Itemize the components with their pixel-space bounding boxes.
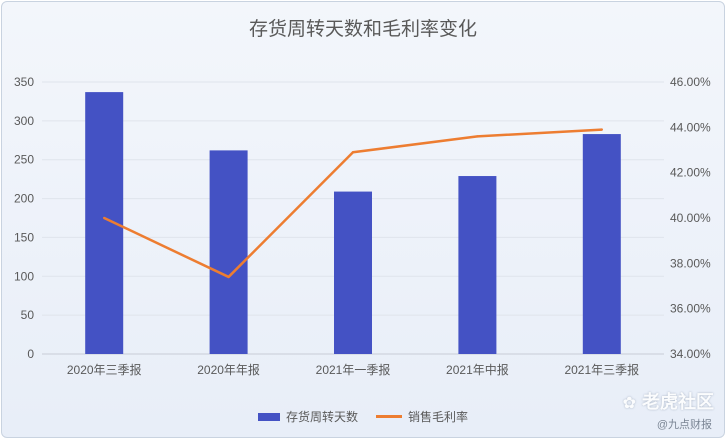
x-tick-label: 2020年年报 (197, 362, 260, 377)
x-tick-label: 2020年三季报 (67, 362, 142, 377)
x-tick-label: 2021年一季报 (316, 362, 391, 377)
bar (209, 150, 248, 354)
y-left-tick-label: 100 (14, 269, 34, 283)
y-right-tick-label: 44.00% (670, 120, 711, 134)
y-left-tick-label: 250 (14, 153, 34, 167)
y-left-tick-label: 200 (14, 192, 34, 206)
legend-item-bar[interactable]: 存货周转天数 (257, 408, 358, 425)
y-left-tick-label: 300 (14, 114, 34, 128)
legend-line-swatch (376, 415, 402, 418)
legend-item-line[interactable]: 销售毛利率 (376, 408, 468, 425)
x-tick-label: 2021年中报 (446, 362, 509, 377)
legend-bar-swatch (257, 412, 280, 421)
y-right-tick-label: 36.00% (670, 302, 711, 316)
legend-bar-label: 存货周转天数 (285, 410, 358, 424)
bar (458, 176, 497, 354)
y-left-tick-label: 150 (14, 230, 34, 244)
line-point (476, 135, 479, 138)
line-point (227, 275, 230, 279)
watermark-sub: @九点财报 (656, 419, 712, 431)
legend: 存货周转天数 销售毛利率 (2, 408, 724, 425)
bar (582, 134, 621, 354)
y-left-tick-label: 50 (21, 308, 35, 322)
y-right-tick-label: 46.00% (670, 75, 711, 89)
bar (334, 191, 372, 354)
line-point (600, 128, 603, 131)
x-tick-label: 2021年三季报 (564, 362, 639, 377)
y-left-tick-label: 0 (27, 347, 34, 361)
y-right-tick-label: 42.00% (670, 166, 711, 180)
tiger-paw-icon: ✿ (622, 395, 636, 412)
chart-title: 存货周转天数和毛利率变化 (248, 19, 477, 40)
line-point (351, 151, 355, 154)
watermark-brand: ✿ 老虎社区 (622, 392, 714, 412)
y-right-tick-label: 38.00% (670, 256, 711, 270)
legend-line-label: 销售毛利率 (408, 410, 469, 424)
y-right-tick-label: 34.00% (670, 347, 711, 361)
line-point (103, 216, 106, 220)
y-right-tick-label: 40.00% (670, 211, 711, 225)
y-left-tick-label: 350 (14, 75, 34, 89)
